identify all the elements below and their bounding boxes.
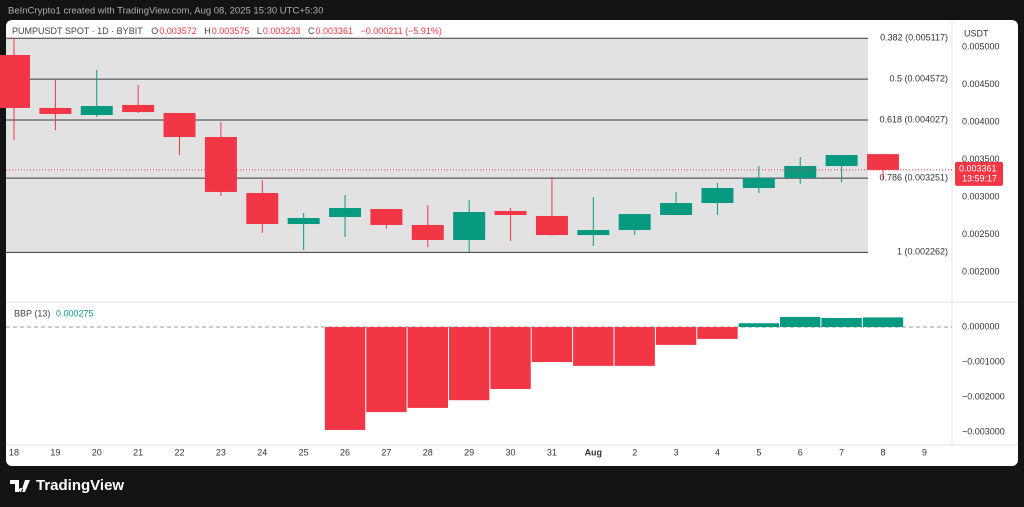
y-tick-label: 0.004000 (962, 116, 1000, 126)
candle-body (866, 154, 899, 170)
x-tick-label: 30 (506, 447, 516, 457)
candle-body (246, 193, 279, 225)
bar (780, 316, 821, 328)
x-tick-label: 27 (381, 447, 391, 457)
bar (655, 327, 697, 345)
candle-body (660, 203, 693, 216)
legend-label: H (204, 26, 211, 36)
bar (821, 317, 862, 328)
x-tick-label: 22 (175, 447, 185, 457)
bar (862, 317, 904, 328)
y-tick-label: 0.002500 (962, 229, 1000, 239)
x-tick-label: 21 (133, 447, 143, 457)
legend-value: 0.003572 (159, 26, 197, 36)
candle-body (163, 112, 196, 137)
y-tick-label: −0.001000 (962, 356, 1005, 366)
fib-label: 0.618 (0.004027) (879, 114, 948, 124)
bar (531, 327, 573, 363)
fib-label: 0.382 (0.005117) (880, 33, 948, 43)
fib-label: 0.786 (0.003251) (879, 173, 948, 183)
x-tick-label: 5 (756, 447, 761, 457)
y-tick-label: 0.003500 (962, 154, 1000, 164)
x-tick-label: Aug (585, 447, 603, 457)
x-tick-label: 2 (632, 447, 637, 457)
candle-body (287, 218, 320, 225)
fib-label: 0.5 (0.004572) (889, 73, 948, 83)
candle-body (80, 106, 113, 116)
bar (448, 327, 490, 401)
bar (407, 327, 448, 408)
x-tick-label: 3 (674, 447, 679, 457)
x-tick-label: 9 (922, 447, 927, 457)
x-tick-label: 24 (257, 447, 267, 457)
watermark: BeInCrypto1 created with TradingView.com… (8, 6, 323, 17)
bar (614, 327, 655, 366)
fib-label: 1 (0.002262) (897, 247, 948, 257)
x-tick-label: 18 (9, 447, 19, 457)
indicator-title: BBP (13) (14, 308, 50, 318)
brand-logo: TradingView (10, 477, 124, 494)
x-tick-label: 4 (715, 447, 720, 457)
bar (366, 327, 407, 413)
legend-value: 0.003233 (262, 26, 301, 36)
symbol: PUMPUSDT SPOT · 1D · BYBIT (12, 26, 143, 36)
candle-body (370, 209, 403, 225)
bar (324, 327, 366, 430)
legend: PUMPUSDT SPOT · 1D · BYBIT O0.003572 H0.… (12, 26, 447, 36)
candle-body (494, 211, 527, 216)
y-tick-label: 0.004500 (962, 79, 1000, 89)
candle-body (742, 178, 775, 189)
legend-value: 0.003361 (315, 26, 353, 36)
candle-body (39, 107, 72, 114)
candle-body (701, 188, 734, 204)
y-tick-label: 0.005000 (962, 41, 1000, 51)
candle-body (535, 215, 568, 236)
y-tick-label: 0.002000 (962, 266, 1000, 276)
candle-body (411, 224, 444, 240)
candle-body (329, 208, 362, 218)
candle-body (784, 166, 817, 179)
candle-body (204, 136, 237, 192)
brand: TradingView (36, 477, 124, 494)
y-tick-label: −0.003000 (962, 426, 1005, 436)
unit: USDT (964, 28, 989, 38)
x-tick-label: 23 (216, 447, 226, 457)
fib-zone (6, 38, 868, 253)
legend-label: O (151, 26, 159, 36)
y-tick-label: −0.002000 (962, 391, 1005, 401)
candle-body (825, 154, 858, 167)
y-tick-label: 0.003000 (962, 191, 1000, 201)
bar (697, 327, 738, 339)
x-tick-label: 7 (839, 447, 844, 457)
y-tick-label: 0.000000 (962, 321, 1000, 331)
x-tick-label: 8 (880, 447, 885, 457)
candle-body (577, 230, 610, 236)
bar (490, 327, 531, 389)
x-tick-label: 20 (92, 447, 102, 457)
legend-change: −0.000211 (−5.91%) (360, 26, 442, 36)
bar (738, 323, 780, 328)
indicator-value: 0.000275 (56, 308, 94, 318)
legend-label: C (307, 26, 315, 36)
candle-body (122, 104, 155, 113)
candle-body (0, 55, 30, 108)
price-tag-countdown: 13:59:17 (962, 173, 997, 183)
x-tick-label: 28 (423, 447, 433, 457)
bar (573, 327, 614, 366)
price-tag-value: 0.003361 (959, 163, 997, 173)
x-tick-label: 29 (464, 447, 474, 457)
candle-body (618, 214, 651, 231)
x-tick-label: 6 (798, 447, 803, 457)
candle-body (453, 212, 486, 240)
x-tick-label: 19 (50, 447, 60, 457)
x-tick-label: 31 (547, 447, 557, 457)
x-tick-label: 26 (340, 447, 350, 457)
x-tick-label: 25 (299, 447, 309, 457)
price-tag (955, 161, 1003, 186)
legend-value: 0.003575 (211, 26, 250, 36)
legend-label: L (256, 26, 262, 36)
